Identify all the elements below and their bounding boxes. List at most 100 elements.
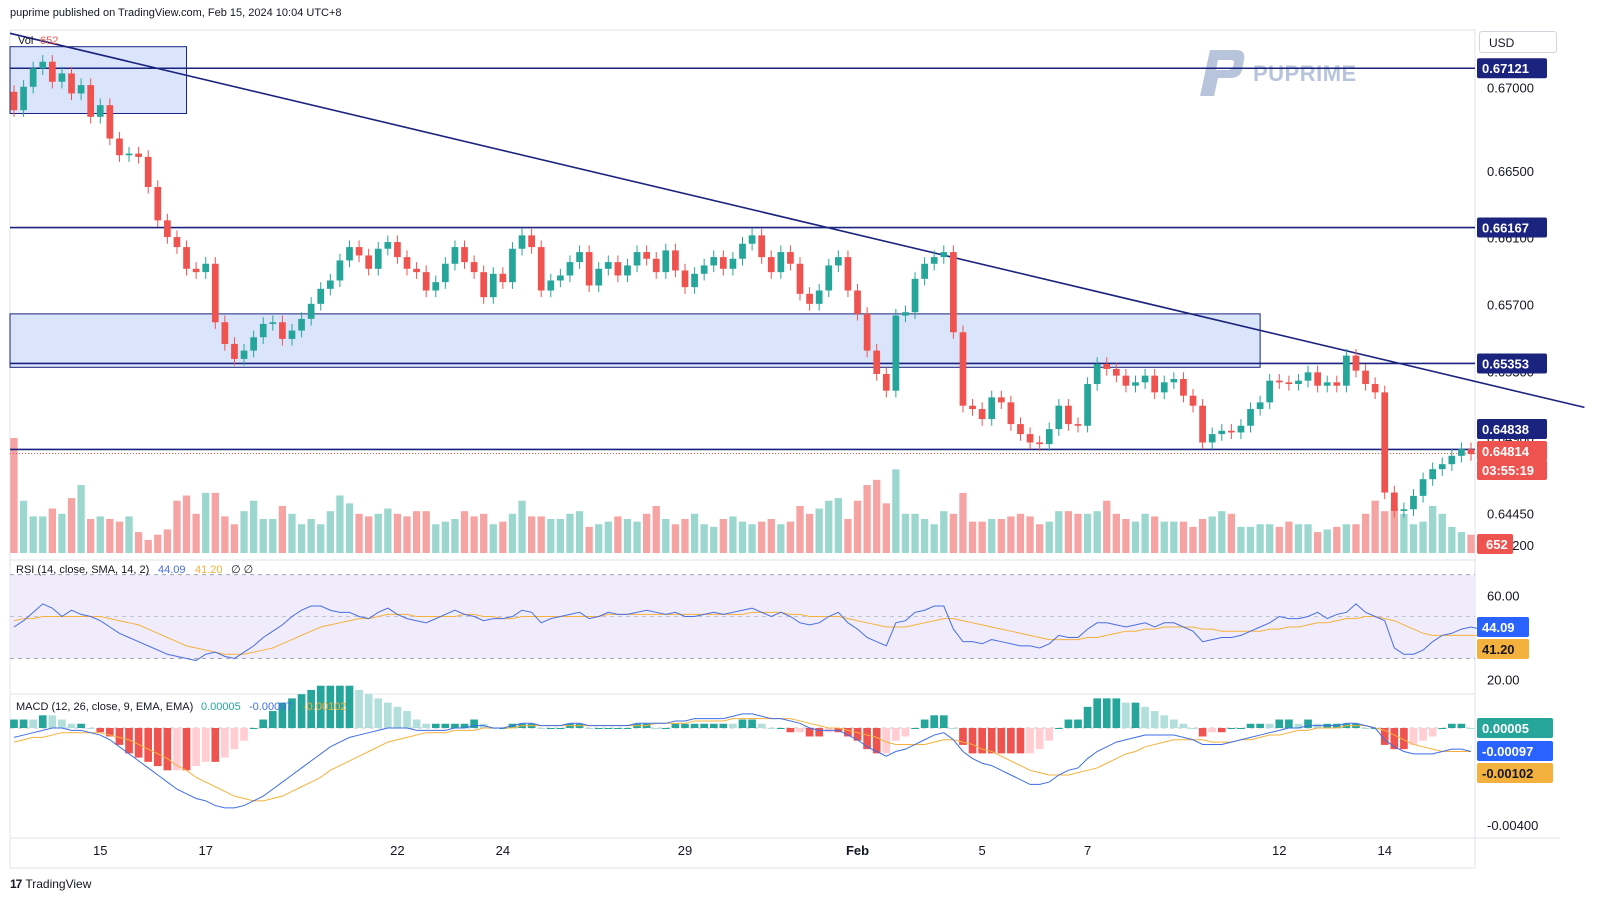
candle-body [1007,402,1015,425]
macd-histogram-bar [355,689,363,728]
volume-bar [58,513,66,553]
macd-histogram-bar [1332,723,1341,728]
macd-histogram-bar [1371,728,1379,729]
candle-body [988,397,996,420]
candle-body [480,272,488,298]
price-axis-tick: 0.64450 [1487,506,1534,521]
rsi-badge: 44.09 [1482,620,1515,635]
macd-histogram-bar [1064,719,1073,728]
candle-body [633,252,641,266]
volume-bar [853,500,862,553]
candle-body [202,263,210,273]
volume-bar [173,500,181,553]
macd-histogram-bar [1189,728,1197,729]
volume-bar [422,511,430,553]
candle-body [758,235,766,258]
macd-histogram-bar [106,728,114,737]
candle-body [336,260,344,281]
candle-body [250,337,257,351]
candle-body [604,262,612,269]
volume-bar [623,519,632,553]
candle-body [317,288,325,304]
candle-body [1093,363,1101,385]
macd-histogram-bar [834,728,843,733]
macd-histogram-bar [297,694,306,728]
macd-histogram-bar [1045,728,1054,741]
volume-bar [901,513,910,553]
rsi-badge-bg [1477,617,1529,637]
volume-bar [1036,524,1044,553]
volume-bar [1304,524,1312,553]
macd-histogram-bar [307,689,315,728]
volume-bar [882,503,890,553]
candle-body [700,265,708,274]
candle-body [451,247,459,264]
candle-body [1122,375,1130,386]
candle-body [1371,384,1379,393]
candle-body [384,242,392,249]
macd-histogram-bar [1409,728,1418,745]
volume-bar [1361,513,1370,553]
macd-histogram-bar [652,728,661,729]
volume-bar [259,519,267,553]
macd-histogram-bar [86,728,95,729]
macd-histogram-bar [470,719,478,728]
rsi-ma-badge-bg [1477,639,1529,659]
volume-bar [115,521,124,553]
macd-histogram-bar [278,702,287,728]
candle-body [240,350,248,359]
volume-bar [1323,529,1331,553]
volume-bar [336,495,344,553]
candle-body [940,252,948,258]
candle-body [1323,382,1331,386]
candle-body [950,252,957,333]
macd-histogram-bar [805,728,814,737]
candle-body [1017,424,1024,435]
brand-name: PUPRIME [1253,61,1357,86]
volume-bar [1448,526,1456,553]
candle-body [844,257,852,291]
macd-histogram-bar [1170,719,1178,728]
volume-bar [786,521,795,553]
volume-bar [575,511,584,553]
volume-bar [1313,532,1322,553]
candle-body [1467,449,1475,455]
candle-body [585,252,593,286]
macd-histogram-bar [968,728,977,754]
macd-histogram-bar [920,719,929,728]
candle-body [1352,355,1360,371]
volume-bar [815,508,823,553]
level-badge: 0.64838 [1482,422,1529,437]
time-axis-tick: 29 [678,843,692,858]
volume-bar [834,498,842,553]
candle-body [269,322,277,324]
volume-bar [154,534,162,553]
macd-histogram-bar [633,723,641,728]
candle-body [1381,392,1389,493]
currency-button[interactable]: USD [1479,31,1557,53]
volume-bar [825,500,833,553]
candle-body [1218,430,1226,435]
volume-bar [1285,521,1293,553]
macd-signal-badge-bg [1477,763,1553,783]
candle-body [1314,372,1321,386]
volume-bar [892,469,900,553]
time-axis-tick: Feb [846,843,869,858]
tradingview-footer[interactable]: 17 TradingView [10,877,91,891]
candle-body [432,282,440,291]
candle-body [882,373,890,391]
macd-histogram-bar [719,723,728,728]
macd-histogram-bar [1342,723,1351,728]
volume-bar [1208,516,1216,553]
volume-bar [643,513,651,553]
volume-bar [1342,524,1351,553]
volume-bar [1189,526,1197,553]
candle-body [1400,509,1408,511]
candle-body [68,73,75,94]
candle-body [796,263,804,294]
macd-histogram-bar [240,728,248,741]
macd-histogram-bar [901,728,910,737]
macd-histogram-bar [1016,728,1025,754]
candle-body [1180,378,1187,396]
